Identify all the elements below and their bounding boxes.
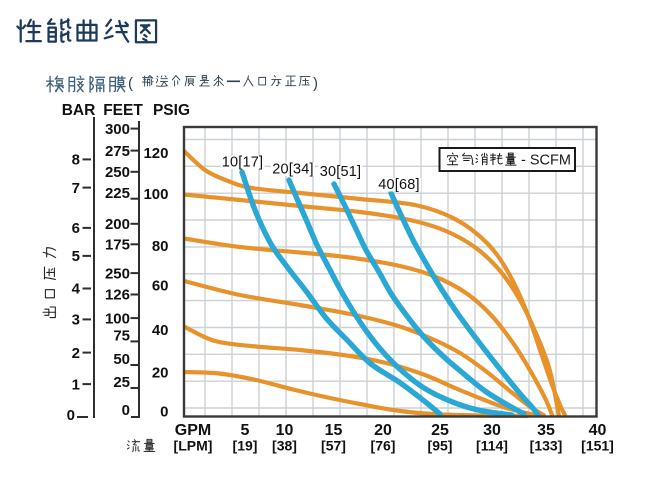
svg-text:1: 1: [72, 376, 80, 393]
svg-text:100: 100: [143, 186, 168, 203]
svg-text:100: 100: [105, 310, 130, 327]
svg-text:175: 175: [105, 237, 130, 254]
svg-text:250: 250: [105, 265, 130, 282]
svg-text:): ): [313, 75, 318, 92]
svg-text:250: 250: [105, 164, 130, 181]
svg-text:30: 30: [483, 422, 501, 439]
svg-text:[76]: [76]: [371, 438, 396, 454]
svg-text:[133]: [133]: [530, 438, 563, 454]
svg-text:0: 0: [67, 407, 75, 424]
svg-text:[19]: [19]: [233, 438, 258, 454]
svg-text:75: 75: [113, 328, 130, 345]
svg-text:4: 4: [72, 281, 81, 298]
svg-text:126: 126: [105, 287, 130, 304]
svg-text:25: 25: [113, 374, 130, 391]
svg-text:- SCFM: - SCFM: [521, 153, 571, 169]
svg-text:[151]: [151]: [581, 438, 614, 454]
svg-text:80: 80: [152, 238, 169, 255]
svg-text:GPM: GPM: [175, 422, 211, 439]
svg-text:5: 5: [241, 422, 250, 439]
svg-text:120: 120: [143, 145, 168, 162]
svg-text:BAR: BAR: [62, 102, 96, 119]
svg-text:20[34]: 20[34]: [272, 162, 314, 178]
svg-text:275: 275: [105, 143, 130, 160]
svg-text:35: 35: [537, 422, 555, 439]
svg-text:40: 40: [589, 422, 607, 439]
svg-text:8: 8: [72, 152, 80, 169]
svg-text:7: 7: [72, 180, 80, 197]
svg-text:2: 2: [72, 345, 80, 362]
svg-text:200: 200: [105, 216, 130, 233]
svg-text:PSIG: PSIG: [153, 102, 190, 119]
svg-text:25: 25: [431, 422, 449, 439]
svg-text:10: 10: [276, 422, 294, 439]
svg-text:40: 40: [152, 322, 169, 339]
svg-text:3: 3: [72, 312, 80, 329]
svg-text:[38]: [38]: [272, 438, 297, 454]
svg-text:20: 20: [152, 364, 169, 381]
svg-text:50: 50: [113, 351, 130, 368]
svg-text:[114]: [114]: [476, 438, 508, 454]
svg-text:[95]: [95]: [428, 438, 453, 454]
svg-text:(: (: [128, 75, 133, 92]
svg-text:40[68]: 40[68]: [378, 177, 420, 193]
svg-text:[LPM]: [LPM]: [174, 438, 213, 454]
svg-text:FEET: FEET: [103, 102, 143, 119]
svg-text:6: 6: [72, 220, 80, 237]
svg-text:30[51]: 30[51]: [320, 164, 362, 180]
svg-text:15: 15: [325, 422, 343, 439]
svg-text:10[17]: 10[17]: [222, 155, 264, 171]
svg-text:300: 300: [105, 121, 130, 138]
svg-text:0: 0: [122, 402, 130, 419]
svg-text:20: 20: [374, 422, 392, 439]
svg-text:60: 60: [152, 278, 169, 295]
svg-text:[57]: [57]: [321, 438, 346, 454]
svg-text:225: 225: [105, 185, 130, 202]
svg-text:0: 0: [160, 404, 168, 421]
svg-text:5: 5: [72, 248, 80, 265]
